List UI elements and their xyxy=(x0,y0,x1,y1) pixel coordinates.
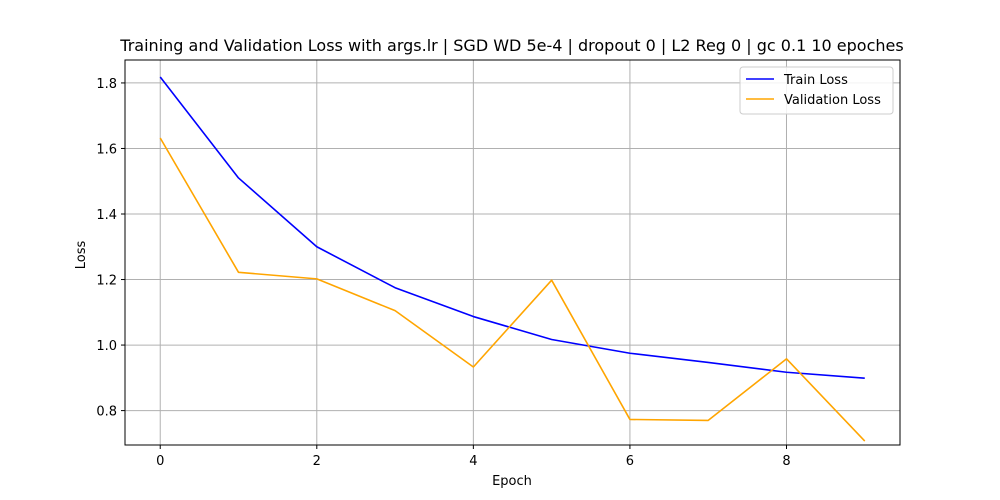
y-tick-label: 1.0 xyxy=(96,339,117,354)
legend-label-validation-loss: Validation Loss xyxy=(784,93,881,108)
plot-area-frame xyxy=(124,59,901,446)
y-tick-label: 1.6 xyxy=(96,142,117,157)
series-line-validation-loss xyxy=(159,137,866,442)
y-tick-label: 1.4 xyxy=(96,208,117,223)
legend-label-train-loss: Train Loss xyxy=(783,73,848,88)
x-tick-label: 2 xyxy=(313,454,321,469)
legend-box xyxy=(739,66,894,115)
x-axis-label: Epoch xyxy=(492,474,532,489)
x-tick-label: 6 xyxy=(626,454,634,469)
legend: Train Loss Validation Loss xyxy=(739,66,894,115)
y-tick-label: 1.8 xyxy=(96,77,117,92)
series-lines xyxy=(159,76,866,442)
y-tick-label: 1.2 xyxy=(96,274,117,289)
axis-ticks: 0 2 4 6 8 0.8 1.0 1.2 1.4 1.6 1.8 xyxy=(96,77,790,469)
x-tick-label: 0 xyxy=(156,454,164,469)
y-axis-label: Loss xyxy=(74,241,89,270)
y-tick-label: 0.8 xyxy=(96,405,117,420)
series-line-train-loss xyxy=(159,76,865,379)
chart-title: Training and Validation Loss with args.l… xyxy=(119,36,903,55)
x-tick-label: 4 xyxy=(469,454,477,469)
x-tick-label: 8 xyxy=(782,454,790,469)
